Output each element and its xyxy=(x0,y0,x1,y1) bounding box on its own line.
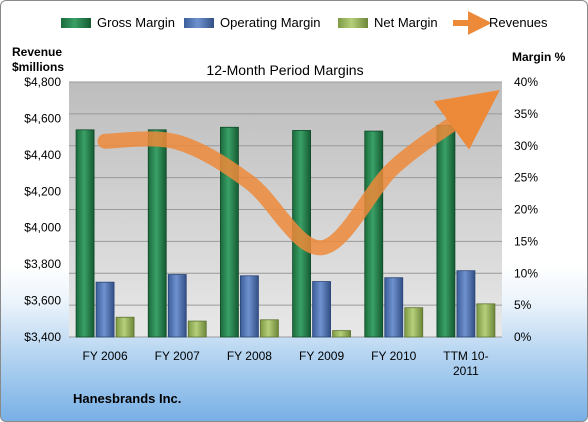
legend: Gross Margin Operating Margin Net Margin… xyxy=(61,11,548,35)
legend-item-operating-margin: Operating Margin xyxy=(184,15,320,30)
company-name: Hanesbrands Inc. xyxy=(73,391,181,406)
right-tick-label: 10% xyxy=(514,266,538,280)
right-tick-label: 30% xyxy=(514,139,538,153)
legend-swatch-operating-margin xyxy=(184,18,214,28)
left-tick-label: $3,400 xyxy=(24,330,61,344)
bar-operating-margin xyxy=(384,277,404,338)
right-axis-ticks: 0% 5% 10% 15% 20% 25% 30% 35% 40% xyxy=(514,75,538,344)
left-tick-label: $3,800 xyxy=(24,257,61,271)
category-labels: FY 2006 FY 2007 FY 2008 FY 2009 FY 2010 TTM 1… xyxy=(83,349,489,378)
left-axis-title-line1: Revenue xyxy=(12,45,62,59)
right-tick-label: 15% xyxy=(514,234,538,248)
legend-item-net-margin: Net Margin xyxy=(338,15,438,30)
left-tick-label: $4,800 xyxy=(24,75,61,89)
legend-item-revenues: Revenues xyxy=(453,11,548,35)
bar-operating-margin xyxy=(95,281,115,338)
category-label: FY 2010 xyxy=(371,349,416,363)
category-label: FY 2009 xyxy=(299,349,344,363)
bar-gross-margin xyxy=(147,129,167,338)
bar-net-margin xyxy=(404,307,424,338)
right-tick-label: 25% xyxy=(514,171,538,185)
bar-operating-margin xyxy=(456,270,476,338)
legend-swatch-net-margin xyxy=(338,18,368,28)
legend-label-revenues: Revenues xyxy=(489,15,548,30)
right-tick-label: 5% xyxy=(514,298,532,312)
category-label: FY 2006 xyxy=(83,349,128,363)
right-tick-label: 0% xyxy=(514,330,532,344)
bar-operating-margin xyxy=(167,274,187,338)
bar-gross-margin xyxy=(436,124,456,338)
category-label: FY 2007 xyxy=(155,349,200,363)
bar-net-margin xyxy=(115,316,135,338)
left-tick-label: $4,400 xyxy=(24,148,61,162)
legend-label-gross-margin: Gross Margin xyxy=(97,15,175,30)
category-label: FY 2008 xyxy=(227,349,272,363)
left-tick-label: $4,000 xyxy=(24,221,61,235)
right-tick-label: 35% xyxy=(514,107,538,121)
right-tick-label: 20% xyxy=(514,203,538,217)
left-tick-label: $4,600 xyxy=(24,111,61,125)
legend-label-operating-margin: Operating Margin xyxy=(220,15,320,30)
left-axis-ticks: $3,400 $3,600 $3,800 $4,000 $4,200 $4,400 $4,6… xyxy=(24,75,61,344)
bars xyxy=(75,124,496,338)
legend-label-net-margin: Net Margin xyxy=(374,15,438,30)
bar-net-margin xyxy=(260,319,279,338)
chart-title: 12-Month Period Margins xyxy=(206,62,363,78)
legend-swatch-gross-margin xyxy=(61,18,91,28)
bar-net-margin xyxy=(476,303,496,338)
bar-operating-margin xyxy=(312,281,331,338)
right-axis-title: Margin % xyxy=(512,50,566,64)
bar-gross-margin xyxy=(75,129,95,338)
left-axis-title-line2: $millions xyxy=(12,60,64,74)
bar-net-margin xyxy=(332,330,351,338)
left-tick-label: $4,200 xyxy=(24,184,61,198)
revenues-line xyxy=(97,89,500,256)
legend-item-gross-margin: Gross Margin xyxy=(61,15,175,30)
bar-gross-margin xyxy=(364,130,384,338)
right-tick-label: 40% xyxy=(514,75,538,89)
bar-operating-margin xyxy=(240,275,259,338)
category-label: TTM 10-2011 xyxy=(443,349,488,378)
bar-net-margin xyxy=(187,320,207,338)
left-tick-label: $3,600 xyxy=(24,294,61,308)
